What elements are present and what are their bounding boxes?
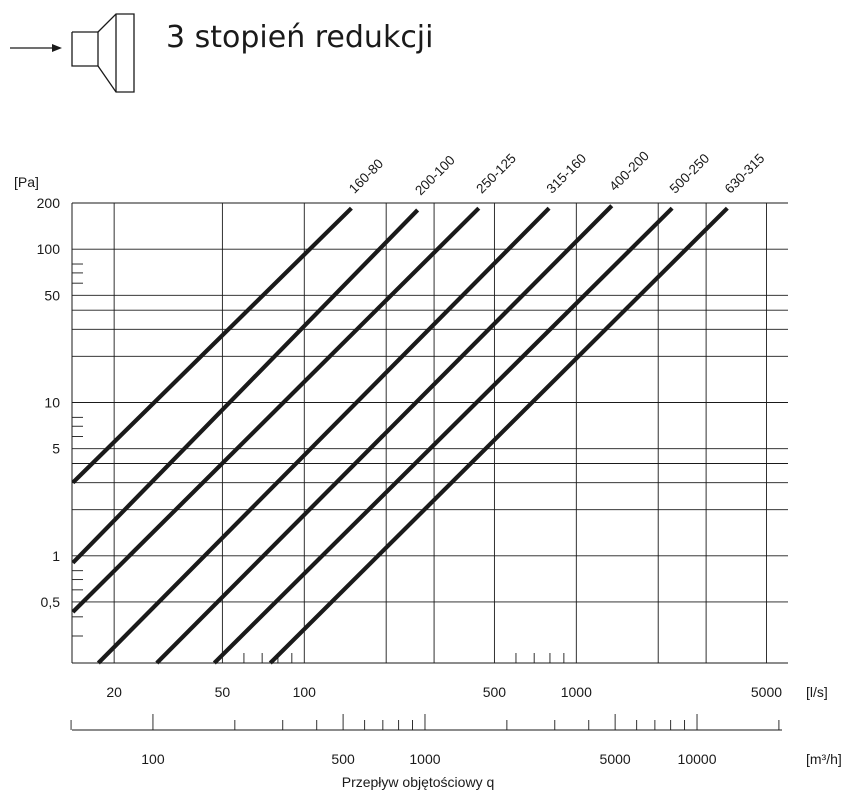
y-tick-label: 200 — [37, 195, 61, 211]
x2-tick-label: 1000 — [409, 751, 440, 767]
series-label: 200-100 — [412, 152, 458, 198]
x-tick-label: 20 — [106, 684, 122, 700]
arrow-icon — [10, 44, 62, 52]
x-tick-label: 500 — [483, 684, 507, 700]
y-tick-label: 50 — [44, 287, 60, 303]
y-tick-label: 1 — [52, 548, 60, 564]
x2-tick-label: 10000 — [678, 751, 717, 767]
x2-tick-label: 5000 — [600, 751, 631, 767]
x-tick-label: 1000 — [561, 684, 592, 700]
chart-title: 3 stopień redukcji — [166, 20, 434, 55]
series-line — [96, 206, 551, 665]
series-lines — [71, 204, 729, 665]
series-line — [268, 206, 729, 665]
series-line — [155, 204, 614, 665]
x-tick-label: 5000 — [751, 684, 782, 700]
y-tick-label: 100 — [37, 241, 61, 257]
series-line — [71, 206, 353, 485]
y-tick-label: 5 — [52, 441, 60, 457]
series-line — [71, 206, 481, 614]
axes: 200 100 50 10 5 1 0,5 20 50 100 500 1000 5000 100 500 1… — [37, 195, 783, 767]
series-line — [212, 206, 674, 665]
series-label: 315-160 — [544, 151, 590, 197]
series-label: 250-125 — [473, 151, 519, 197]
x2-tick-label: 500 — [331, 751, 355, 767]
x-tick-label: 100 — [293, 684, 317, 700]
series-label: 400-200 — [606, 148, 652, 194]
y-tick-label: 10 — [44, 394, 60, 410]
series-label: 500-250 — [667, 151, 713, 197]
series-line — [71, 208, 420, 565]
x-axis-label: Przepływ objętościowy q — [342, 774, 495, 790]
y-tick-label: 0,5 — [41, 594, 61, 610]
reducer-fitting-icon — [71, 13, 135, 93]
series-label: 630-315 — [722, 151, 768, 197]
x2-tick-label: 100 — [141, 751, 165, 767]
x2-axis-unit-m3h: [m³/h] — [806, 751, 842, 767]
x-tick-label: 50 — [215, 684, 231, 700]
series-labels: 160-80 200-100 250-125 315-160 400-200 500-25… — [346, 148, 768, 198]
x-axis-unit-ls: [l/s] — [806, 684, 828, 700]
grid — [71, 202, 788, 664]
series-label: 160-80 — [346, 156, 386, 196]
y-axis-label: [Pa] — [14, 174, 39, 190]
